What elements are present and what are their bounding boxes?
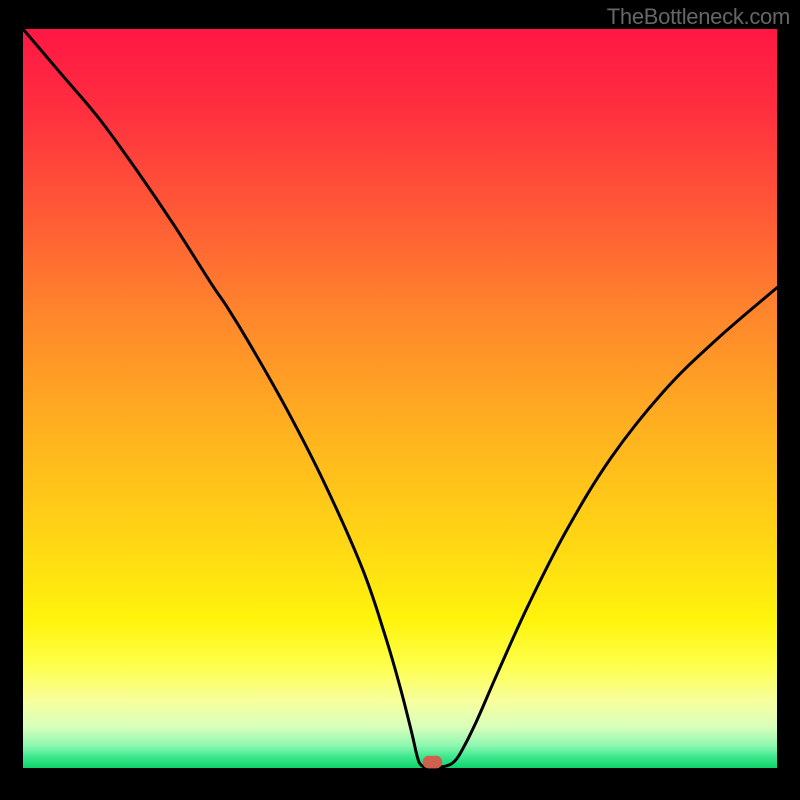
optimum-marker — [423, 756, 443, 769]
chart-container: TheBottleneck.com — [0, 0, 800, 800]
attribution-label: TheBottleneck.com — [607, 4, 790, 30]
bottleneck-curve-chart — [0, 0, 800, 800]
chart-plot-background — [23, 29, 777, 768]
